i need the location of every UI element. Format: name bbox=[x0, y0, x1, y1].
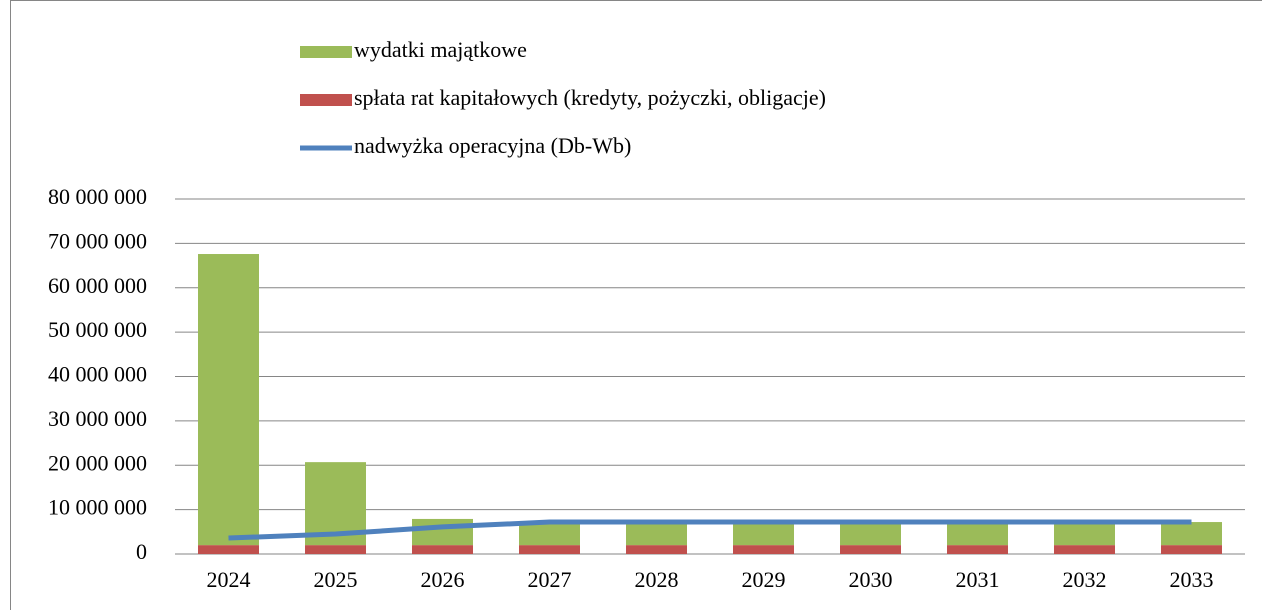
bar-segment bbox=[626, 522, 687, 546]
bar-segment bbox=[947, 522, 1008, 546]
y-tick-label: 10 000 000 bbox=[48, 495, 147, 520]
x-tick-label: 2033 bbox=[1170, 567, 1214, 592]
x-tick-label: 2025 bbox=[314, 567, 358, 592]
line-series bbox=[228, 519, 1192, 541]
x-tick-label: 2029 bbox=[742, 567, 786, 592]
bar-segment bbox=[947, 545, 1008, 554]
x-tick-label: 2027 bbox=[528, 567, 572, 592]
bar-segment bbox=[733, 522, 794, 546]
y-tick-label: 20 000 000 bbox=[48, 450, 147, 475]
y-tick-label: 50 000 000 bbox=[48, 317, 147, 342]
legend-label: nadwyżka operacyjna (Db-Wb) bbox=[354, 133, 631, 158]
bar-segment bbox=[198, 254, 259, 546]
y-tick-label: 70 000 000 bbox=[48, 228, 147, 253]
y-tick-label: 80 000 000 bbox=[48, 184, 147, 209]
x-tick-label: 2028 bbox=[635, 567, 679, 592]
bar-segment bbox=[198, 545, 259, 554]
x-tick-label: 2030 bbox=[849, 567, 893, 592]
legend-swatch bbox=[300, 94, 352, 106]
bar-segment bbox=[733, 545, 794, 554]
y-tick-label: 0 bbox=[136, 539, 147, 564]
bar-segment bbox=[840, 522, 901, 546]
y-tick-label: 30 000 000 bbox=[48, 406, 147, 431]
bar-segment bbox=[1054, 545, 1115, 554]
y-tick-label: 40 000 000 bbox=[48, 362, 147, 387]
bar-segment bbox=[519, 545, 580, 554]
x-tick-label: 2024 bbox=[207, 567, 251, 592]
x-tick-label: 2026 bbox=[421, 567, 465, 592]
legend-label: spłata rat kapitałowych (kredyty, pożycz… bbox=[354, 85, 826, 110]
bar-segment bbox=[626, 545, 687, 554]
bar-segment bbox=[1054, 522, 1115, 546]
bar-segment bbox=[1161, 545, 1222, 554]
legend-swatch bbox=[300, 46, 352, 58]
x-tick-label: 2031 bbox=[956, 567, 1000, 592]
bar-segment bbox=[412, 518, 473, 546]
bar-segment bbox=[519, 522, 580, 546]
y-tick-label: 60 000 000 bbox=[48, 273, 147, 298]
bar-segment bbox=[840, 545, 901, 554]
bar-segment bbox=[305, 545, 366, 554]
legend-label: wydatki majątkowe bbox=[354, 37, 527, 62]
bar-segment bbox=[412, 545, 473, 554]
chart-border bbox=[10, 0, 1262, 610]
x-tick-label: 2032 bbox=[1063, 567, 1107, 592]
bar-segment bbox=[1161, 522, 1222, 546]
